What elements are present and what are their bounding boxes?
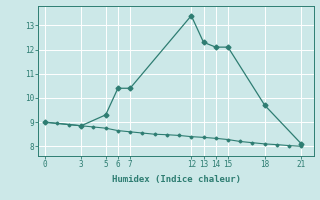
X-axis label: Humidex (Indice chaleur): Humidex (Indice chaleur) [111,175,241,184]
